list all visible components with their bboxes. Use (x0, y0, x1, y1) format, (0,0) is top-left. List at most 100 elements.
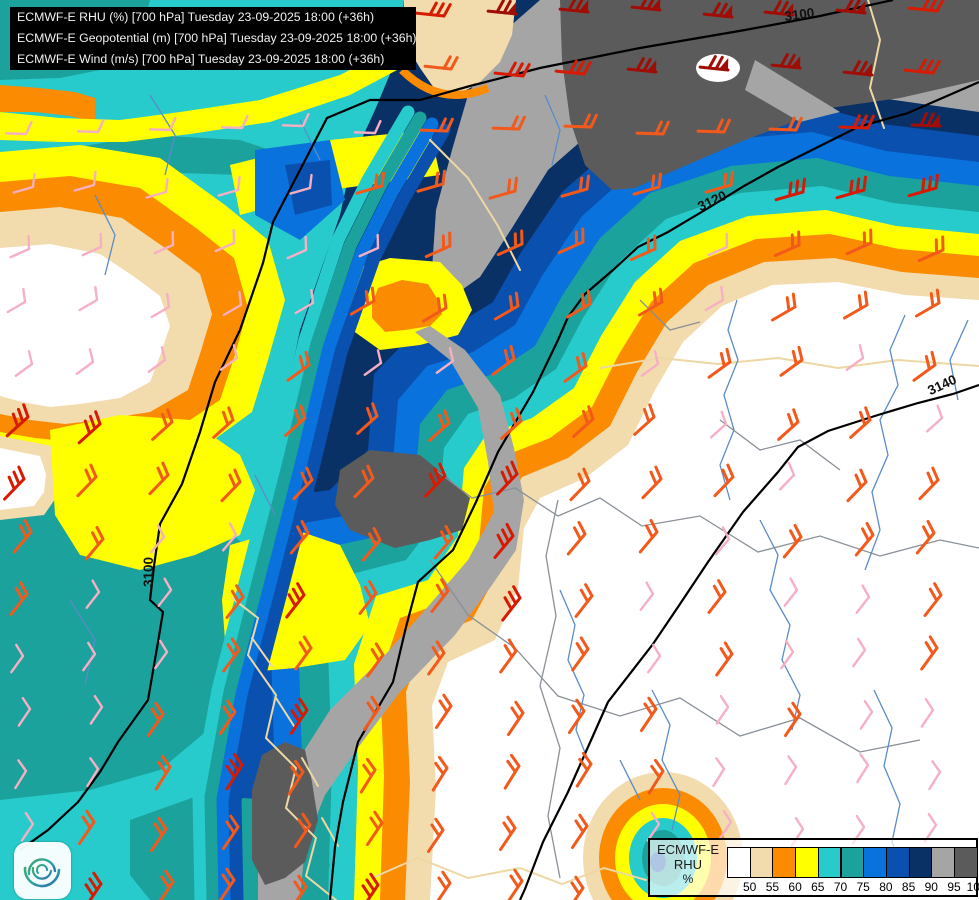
legend-title: ECMWF-E RHU % (650, 842, 726, 886)
wind-barb (566, 875, 585, 900)
wind-barb (6, 287, 27, 314)
wind-barb (222, 637, 241, 673)
legend-swatch (931, 847, 955, 878)
wind-barb (563, 113, 598, 129)
wind-barb (219, 344, 239, 371)
wind-barb (423, 55, 459, 71)
contour-3120 (328, 80, 979, 900)
wind-barb (778, 461, 796, 491)
wind-barb (20, 811, 35, 842)
legend-model: ECMWF-E (656, 842, 720, 857)
wind-barb (640, 350, 660, 377)
wind-barb (360, 872, 380, 900)
wind-barb (774, 177, 806, 202)
legend-swatch (840, 847, 865, 878)
wind-barb (920, 697, 935, 728)
legend-tick-label: 70 (833, 880, 848, 894)
header-line-geopotential: ECMWF-E Geopotential (m) [700 hPa] Tuesd… (17, 31, 417, 45)
wind-barb (12, 172, 36, 194)
wind-barb (89, 694, 104, 725)
wind-barb (349, 286, 376, 316)
wind-barb (358, 580, 378, 615)
wind-barb (3, 465, 26, 501)
legend-tick-label: 100 (966, 880, 979, 894)
wind-barb (698, 55, 730, 72)
wind-barb (289, 697, 309, 735)
wind-barb (915, 519, 936, 555)
wind-barb (856, 753, 870, 784)
wind-barb (503, 753, 521, 790)
wind-barb (358, 233, 380, 258)
legend-tick-label: 75 (856, 880, 870, 894)
wind-barb (918, 466, 940, 501)
wind-barb (78, 285, 99, 312)
wind-barb (359, 757, 377, 794)
wind-barb (416, 169, 446, 193)
wind-barb (76, 463, 98, 498)
wind-barb (221, 522, 238, 552)
legend-swatch (908, 847, 933, 878)
wind-barb (912, 350, 937, 382)
wind-barb (633, 403, 656, 436)
wind-barb (218, 699, 237, 736)
wind-barb (563, 351, 588, 383)
wind-barb (566, 520, 587, 556)
wind-barb (76, 118, 105, 134)
site-logo[interactable] (14, 842, 71, 899)
wind-barb (859, 699, 874, 730)
wind-barb (496, 229, 524, 257)
wind-barb (212, 406, 235, 439)
wind-barb (910, 112, 942, 128)
wind-barb (842, 290, 869, 320)
wind-barb (493, 61, 531, 78)
wind-barb (225, 584, 245, 619)
wind-barb (501, 585, 522, 622)
wind-barb (557, 227, 585, 255)
wind-barb (153, 230, 175, 255)
wind-barb (718, 809, 733, 840)
wind-barb (637, 287, 664, 317)
wind-barb (903, 58, 941, 75)
wind-barb (907, 173, 939, 198)
wind-barb (220, 114, 249, 130)
wind-barb (294, 288, 315, 315)
wind-barb (560, 174, 590, 198)
wind-barb (286, 350, 311, 382)
legend-swatch (727, 847, 751, 878)
wind-barb (4, 120, 33, 136)
wind-barb (292, 466, 314, 501)
wind-barb (499, 638, 518, 674)
wind-barb (222, 290, 243, 317)
wind-barb (712, 757, 726, 788)
wind-barb (84, 525, 105, 561)
wind-barb (845, 344, 865, 371)
colorbar-legend: ECMWF-E RHU % 50 55 60 65 70 75 80 85 90 95 100 (648, 838, 979, 897)
wind-barb (626, 57, 658, 74)
wind-barb (414, 1, 452, 18)
wind-barb (145, 177, 169, 199)
wind-barb (83, 871, 103, 900)
wind-barb (486, 0, 518, 16)
wind-barb (630, 0, 662, 12)
wind-barb (704, 170, 734, 194)
wind-barb (433, 870, 452, 900)
legend-tick-label: 55 (765, 880, 780, 894)
wind-barb (907, 0, 945, 13)
wind-barb (150, 292, 171, 319)
spiral-logo-icon (23, 858, 61, 888)
wind-barb (770, 292, 797, 322)
wind-barb (914, 288, 941, 318)
wind-barb (154, 754, 172, 791)
forecast-header: ECMWF-E RHU (%) [700 hPa] Tuesday 23-09-… (10, 7, 417, 70)
wind-barb (702, 2, 734, 19)
wind-barb (770, 53, 802, 70)
wind-barb (635, 120, 670, 136)
legend-tick-label: 80 (879, 880, 893, 894)
wind-barbs (3, 0, 945, 900)
legend-swatch (772, 847, 797, 878)
wind-barb (835, 175, 867, 200)
wind-barb (570, 813, 589, 850)
wind-barb (355, 171, 385, 195)
wind-barb (928, 760, 942, 791)
